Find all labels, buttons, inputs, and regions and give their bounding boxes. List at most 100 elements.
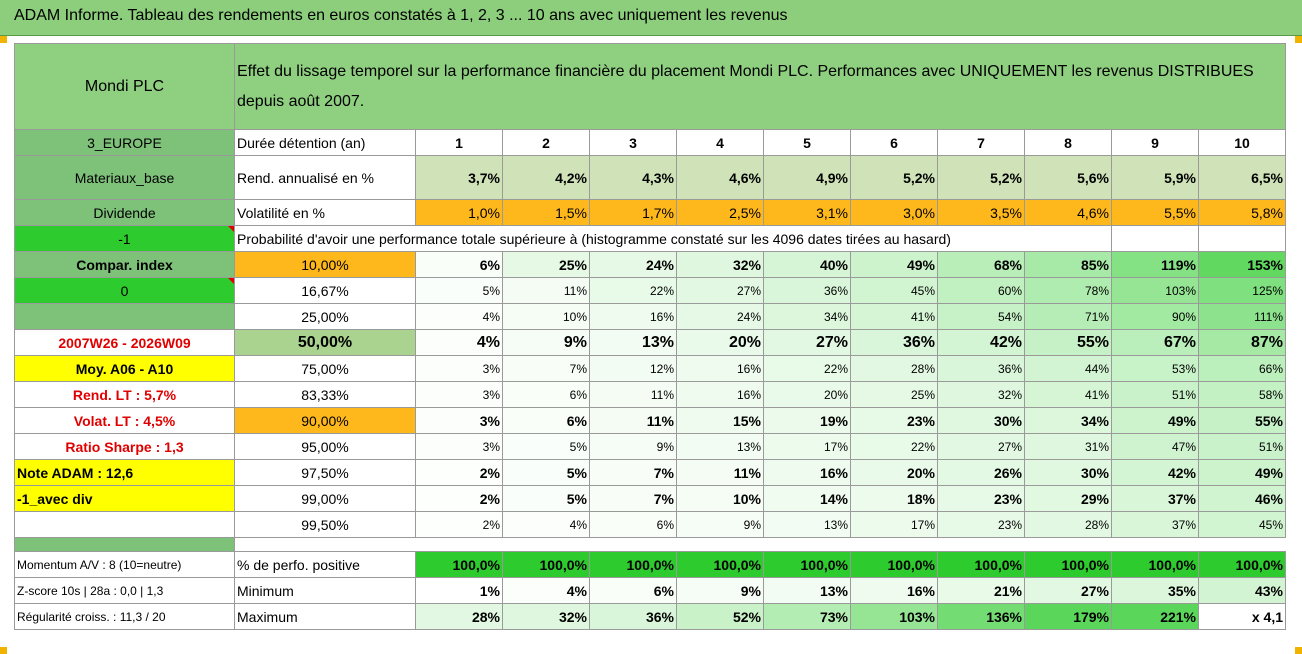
prob-value: 6% (589, 511, 677, 538)
prob-value: 10% (502, 303, 590, 330)
prob-value: 22% (589, 277, 677, 304)
threshold-value: 99,00% (234, 485, 416, 512)
prob-value: 87% (1198, 329, 1286, 356)
minus-one-cell: -1 (14, 225, 235, 252)
perf_pos-value: 100,0% (589, 551, 677, 578)
perf_pos-label: % de perfo. positive (234, 551, 416, 578)
prob-value: 6% (415, 251, 503, 278)
side-rend-lt: Rend. LT : 5,7% (14, 381, 235, 408)
prob-value: 12% (589, 355, 677, 382)
prob-value: 3% (415, 407, 503, 434)
volat-value: 1,7% (589, 199, 677, 226)
prob-value: 26% (937, 459, 1025, 486)
prob-value: 5% (415, 277, 503, 304)
minimum-value: 6% (589, 577, 677, 604)
prob-value: 13% (589, 329, 677, 356)
prob-value: 28% (850, 355, 938, 382)
prob-value: 16% (676, 381, 764, 408)
prob-value: 14% (763, 485, 851, 512)
prob-value: 7% (502, 355, 590, 382)
prob-value: 46% (1198, 485, 1286, 512)
corner-marker (0, 36, 7, 43)
prob-value: 60% (937, 277, 1025, 304)
prob-value: 11% (676, 459, 764, 486)
prob-value: 13% (763, 511, 851, 538)
prob-value: 25% (850, 381, 938, 408)
prob-value: 2% (415, 485, 503, 512)
prob-value: 45% (1198, 511, 1286, 538)
maximum-value: 103% (850, 603, 938, 630)
prob-value: 32% (676, 251, 764, 278)
minimum-value: 27% (1024, 577, 1112, 604)
prob-value: 27% (763, 329, 851, 356)
prob-value: 36% (763, 277, 851, 304)
prob-value: 67% (1111, 329, 1199, 356)
corner-marker (0, 647, 7, 654)
prob-value: 11% (502, 277, 590, 304)
spacer-cell (590, 538, 677, 552)
rend-value: 5,6% (1024, 155, 1112, 200)
prob-value: 3% (415, 381, 503, 408)
prob-value: 23% (850, 407, 938, 434)
prob-value: 18% (850, 485, 938, 512)
volat-value: 1,0% (415, 199, 503, 226)
prob-value: 49% (850, 251, 938, 278)
minimum-value: 1% (415, 577, 503, 604)
side-moy: Moy. A06 - A10 (14, 355, 235, 382)
maximum-value: 136% (937, 603, 1025, 630)
volat-value: 5,8% (1198, 199, 1286, 226)
prob-value: 49% (1111, 407, 1199, 434)
prob-value: 31% (1024, 433, 1112, 460)
prob-value: 20% (850, 459, 938, 486)
prob-value: 44% (1024, 355, 1112, 382)
rend-value: 5,9% (1111, 155, 1199, 200)
prob-value: 19% (763, 407, 851, 434)
prob-value: 4% (502, 511, 590, 538)
volat-value: 3,1% (763, 199, 851, 226)
rend-value: 4,6% (676, 155, 764, 200)
year-header: 6 (850, 129, 938, 156)
prob-value: 68% (937, 251, 1025, 278)
report-title: ADAM Informe. Tableau des rendements en … (14, 7, 788, 24)
prob-value: 49% (1198, 459, 1286, 486)
maximum-value: 36% (589, 603, 677, 630)
prob-value: 41% (850, 303, 938, 330)
prob-value: 58% (1198, 381, 1286, 408)
spacer-cell (938, 538, 1025, 552)
minimum-value: 43% (1198, 577, 1286, 604)
year-header: 3 (589, 129, 677, 156)
year-header: 9 (1111, 129, 1199, 156)
prob-value: 153% (1198, 251, 1286, 278)
minimum-label: Minimum (234, 577, 416, 604)
company-name: Mondi PLC (14, 43, 235, 130)
spacer-cell (1199, 538, 1286, 552)
rend-value: 6,5% (1198, 155, 1286, 200)
prob-value: 24% (676, 303, 764, 330)
year-header: 5 (763, 129, 851, 156)
prob-value: 24% (589, 251, 677, 278)
perf_pos-value: 100,0% (1111, 551, 1199, 578)
prob-value: 2% (415, 459, 503, 486)
prob-value: 103% (1111, 277, 1199, 304)
prob-value: 4% (415, 303, 503, 330)
spacer-cell (14, 537, 235, 552)
minimum-value: 13% (763, 577, 851, 604)
prob-value: 29% (1024, 485, 1112, 512)
prob-value: 78% (1024, 277, 1112, 304)
volat-label: Volatilité en % (234, 199, 416, 226)
perf_pos-value: 100,0% (763, 551, 851, 578)
prob-value: 42% (1111, 459, 1199, 486)
prob-value: 4% (415, 329, 503, 356)
prob-value: 7% (589, 459, 677, 486)
spacer-cell (235, 538, 416, 552)
prob-value: 3% (415, 433, 503, 460)
prob-value: 16% (676, 355, 764, 382)
maximum-value: 73% (763, 603, 851, 630)
prob-value: 40% (763, 251, 851, 278)
prob-value: 11% (589, 381, 677, 408)
volat-value: 3,5% (937, 199, 1025, 226)
side-empty (14, 511, 235, 538)
rend-value: 4,3% (589, 155, 677, 200)
rend-value: 5,2% (850, 155, 938, 200)
prob-value: 9% (589, 433, 677, 460)
